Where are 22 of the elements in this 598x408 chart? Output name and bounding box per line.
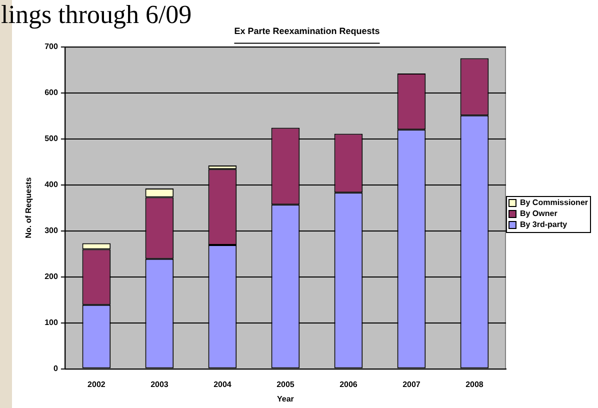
x-tick-label: 2003 — [150, 380, 169, 389]
chart-title: Ex Parte Reexamination Requests — [234, 26, 380, 36]
legend-label: By Commissioner — [520, 198, 588, 208]
x-axis-title: Year — [277, 394, 294, 404]
x-tick-label: 2002 — [88, 380, 106, 389]
y-tick-label: 500 — [44, 134, 58, 144]
x-tick-label: 2005 — [276, 380, 295, 389]
y-tick-label: 0 — [53, 364, 58, 374]
x-tick-label: 2006 — [340, 380, 358, 389]
x-tick-label: 2004 — [214, 380, 232, 389]
y-tick-label: 100 — [44, 318, 58, 328]
legend-label: By Owner — [520, 209, 558, 218]
x-tick-label: 2007 — [402, 380, 421, 389]
y-tick-label: 300 — [44, 226, 58, 236]
y-tick-label: 700 — [44, 42, 58, 52]
legend-label: By 3rd-party — [520, 220, 568, 230]
y-tick-label: 600 — [44, 88, 58, 98]
x-tick-label: 2008 — [466, 380, 484, 389]
y-axis-title: No. of Requests — [24, 176, 34, 238]
text: lings through 6/09 — [1, 0, 192, 30]
y-tick-label: 400 — [44, 180, 58, 190]
y-tick-label: 200 — [44, 272, 58, 282]
